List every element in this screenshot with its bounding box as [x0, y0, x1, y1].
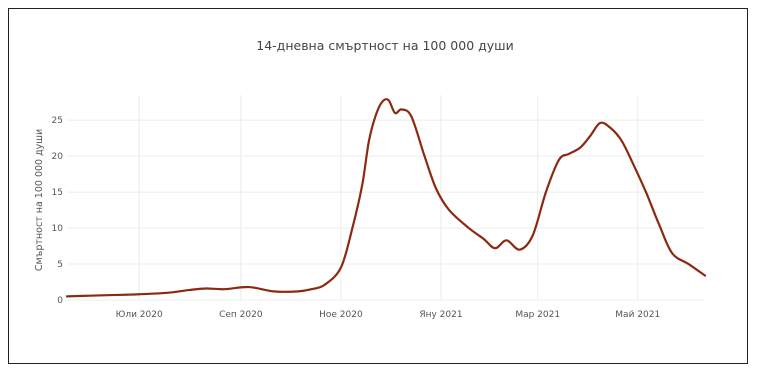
y-tick-label: 15: [52, 188, 63, 198]
data-point: [115, 294, 117, 296]
data-point: [568, 153, 570, 155]
y-tick-label: 5: [57, 260, 63, 270]
data-point: [599, 122, 601, 124]
chart-frame: [8, 8, 748, 364]
data-point: [448, 209, 450, 211]
data-point: [400, 108, 403, 110]
data-point: [323, 284, 326, 286]
data-point: [505, 239, 508, 241]
data-point: [248, 286, 250, 288]
data-point: [704, 274, 706, 277]
data-point: [387, 99, 390, 101]
x-tick-label: Яну 2021: [419, 310, 462, 320]
data-point: [671, 252, 673, 254]
x-tick-label: Мар 2021: [515, 310, 560, 320]
data-point: [609, 126, 611, 128]
data-point: [423, 155, 426, 157]
chart-title: 14-дневна смъртност на 100 000 души: [256, 38, 513, 53]
y-tick-label: 25: [52, 116, 63, 126]
data-point: [435, 187, 437, 190]
data-point: [189, 289, 191, 291]
data-point: [340, 267, 342, 269]
data-point: [589, 135, 591, 137]
data-point: [632, 162, 634, 164]
data-point: [351, 227, 353, 229]
x-tick-label: Сеп 2020: [219, 310, 263, 320]
data-point: [468, 227, 470, 229]
data-point: [482, 238, 485, 240]
data-point: [545, 191, 547, 193]
data-point: [645, 191, 647, 193]
data-point: [223, 288, 226, 290]
data-point: [519, 249, 521, 251]
series-line: [65, 98, 707, 298]
data-point: [579, 146, 581, 149]
data-point: [310, 288, 312, 290]
x-tick-label: Юли 2020: [116, 310, 163, 320]
data-point: [166, 292, 168, 294]
data-point: [558, 159, 560, 161]
data-point: [361, 184, 363, 186]
data-point: [494, 247, 496, 249]
y-axis-label: Смъртност на 100 000 души: [34, 129, 45, 271]
data-point: [138, 293, 140, 295]
x-gridlines: [138, 95, 639, 300]
y-tick-labels: 0 5 10 15 20 25: [52, 116, 64, 306]
data-point: [368, 141, 370, 143]
data-point: [410, 115, 413, 118]
data-point: [273, 290, 275, 292]
x-tick-labels: Юли 2020 Сеп 2020 Ное 2020 Яну 2021 Мар 2021…: [116, 310, 661, 320]
data-point: [532, 234, 534, 236]
data-point: [688, 263, 690, 265]
data-point: [89, 295, 91, 297]
series-group: [65, 98, 707, 298]
y-tick-label: 10: [52, 224, 64, 234]
y-tick-label: 20: [52, 152, 64, 162]
data-point: [297, 290, 299, 292]
data-point: [66, 295, 68, 297]
x-tick-label: Май 2021: [615, 310, 660, 320]
y-gridlines: [67, 119, 705, 301]
data-point: [658, 223, 660, 226]
data-point: [394, 112, 396, 114]
y-tick-label: 0: [57, 296, 63, 306]
data-point: [381, 101, 383, 103]
x-tick-label: Ное 2020: [319, 310, 363, 320]
data-point: [374, 115, 376, 118]
data-point: [205, 287, 208, 290]
data-point: [620, 139, 622, 141]
